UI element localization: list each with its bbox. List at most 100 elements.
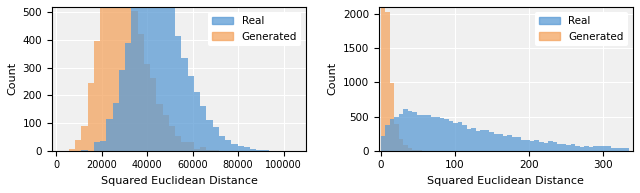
Bar [426,115,431,151]
Bar [394,124,399,151]
Bar [81,150,88,151]
Bar [417,115,422,151]
Bar [131,5,138,151]
Bar [571,144,575,151]
Bar [113,0,119,151]
Bar [231,144,237,151]
Bar [561,145,566,151]
Bar [557,144,561,151]
Bar [471,128,476,151]
Bar [390,83,394,151]
Bar [444,119,449,151]
Bar [417,150,422,151]
X-axis label: Squared Euclidean Distance: Squared Euclidean Distance [428,176,584,186]
Bar [598,146,602,151]
Bar [413,112,417,151]
Legend: Real, Generated: Real, Generated [208,12,301,46]
Bar [521,140,525,151]
Bar [593,146,598,151]
Bar [476,131,480,151]
Bar [566,145,571,151]
Legend: Real, Generated: Real, Generated [535,12,628,46]
Bar [119,70,125,151]
Bar [163,0,169,151]
Bar [422,115,426,151]
Bar [499,134,503,151]
Bar [175,36,181,151]
Bar [94,41,100,151]
Bar [616,148,620,151]
Bar [225,140,231,151]
Bar [237,146,244,151]
Bar [399,114,403,151]
Bar [212,127,219,151]
Bar [169,8,175,151]
Bar [611,148,616,151]
Bar [250,149,256,151]
Bar [494,134,499,151]
Bar [144,0,150,151]
Bar [206,150,212,151]
Bar [194,92,200,151]
Bar [69,149,75,151]
Bar [539,142,543,151]
Bar [403,145,408,151]
Bar [188,142,194,151]
Bar [403,108,408,151]
Bar [435,117,440,151]
Bar [548,141,552,151]
Bar [620,148,625,151]
Bar [262,150,269,151]
Bar [131,11,138,151]
Bar [138,0,144,151]
Bar [125,43,131,151]
Bar [150,78,156,151]
Bar [138,34,144,151]
Bar [458,122,462,151]
Bar [188,76,194,151]
Bar [125,0,131,151]
Bar [580,146,584,151]
Bar [156,0,163,151]
Bar [88,83,94,151]
Bar [381,0,385,151]
Bar [244,147,250,151]
Bar [156,104,163,151]
Bar [516,137,521,151]
Bar [449,120,453,151]
Bar [106,0,113,151]
Bar [602,146,607,151]
Bar [390,119,394,151]
Bar [589,146,593,151]
Bar [408,148,413,151]
Bar [503,136,508,151]
Bar [467,129,471,151]
Bar [480,130,484,151]
X-axis label: Squared Euclidean Distance: Squared Euclidean Distance [100,176,257,186]
Bar [206,120,212,151]
Bar [484,130,490,151]
Bar [453,123,458,151]
Bar [584,146,589,151]
Bar [530,141,534,151]
Bar [75,140,81,151]
Bar [119,0,125,151]
Bar [385,12,390,151]
Bar [552,142,557,151]
Bar [543,143,548,151]
Bar [408,111,413,151]
Bar [607,146,611,151]
Bar [381,135,385,151]
Bar [256,150,262,151]
Y-axis label: Count: Count [327,62,337,95]
Bar [81,126,88,151]
Bar [625,148,629,151]
Bar [212,150,219,151]
Bar [385,125,390,151]
Bar [413,150,417,151]
Y-axis label: Count: Count [7,62,17,95]
Bar [100,0,106,151]
Bar [94,142,100,151]
Bar [175,136,181,151]
Bar [525,140,530,151]
